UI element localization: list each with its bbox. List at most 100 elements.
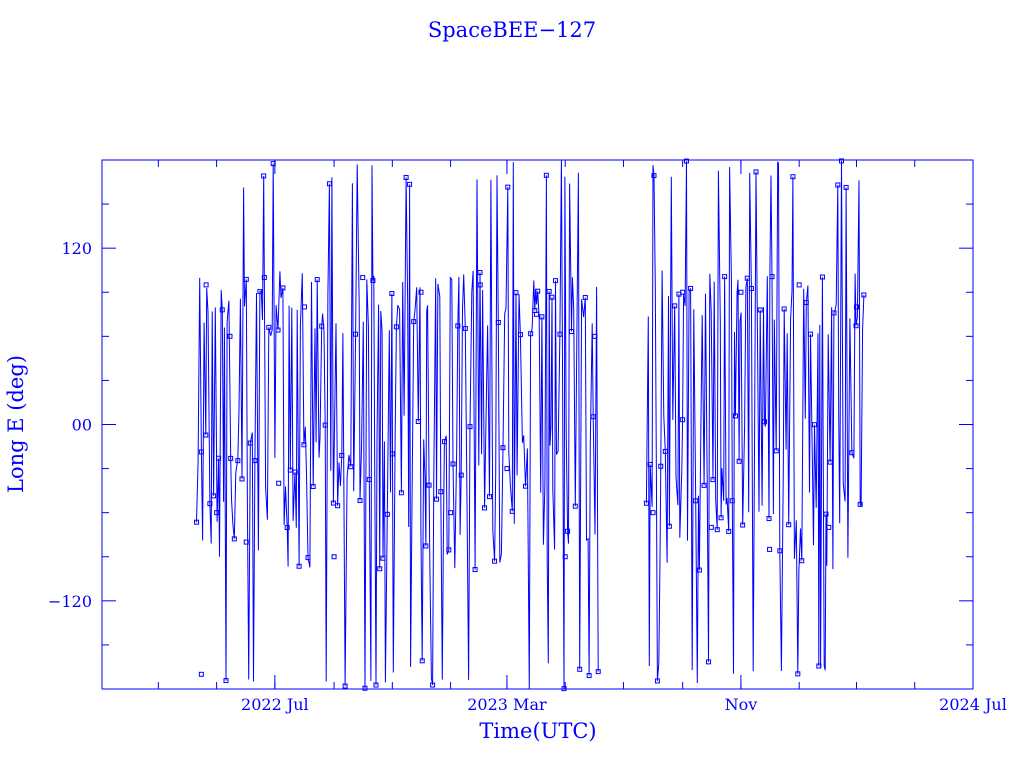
y-axis-label: Long E (deg) bbox=[4, 355, 28, 493]
data-point-marker bbox=[280, 285, 286, 291]
data-point-marker bbox=[790, 174, 796, 180]
data-point-marker bbox=[736, 458, 742, 464]
data-point-marker bbox=[261, 173, 267, 179]
data-point-marker bbox=[482, 505, 488, 511]
data-point-marker bbox=[398, 490, 404, 496]
data-point-marker bbox=[643, 500, 649, 506]
data-point-marker bbox=[319, 323, 325, 329]
data-point-marker bbox=[207, 501, 213, 507]
data-point-marker bbox=[701, 482, 707, 488]
data-point bbox=[214, 510, 220, 516]
data-point-marker bbox=[430, 682, 436, 688]
data-point-marker bbox=[301, 442, 307, 448]
x-axis-label: Time(UTC) bbox=[479, 719, 596, 743]
data-point-marker bbox=[651, 173, 657, 179]
data-point bbox=[418, 289, 424, 295]
data-point-marker bbox=[853, 323, 859, 329]
y-tick-label: 120 bbox=[61, 239, 92, 258]
data-point-marker bbox=[407, 181, 413, 187]
data-point-marker bbox=[438, 489, 444, 495]
data-point-marker bbox=[777, 548, 783, 554]
data-point-marker bbox=[769, 274, 775, 280]
data-point-marker bbox=[857, 501, 863, 507]
data-point-marker bbox=[823, 511, 829, 517]
data-point-marker bbox=[849, 450, 855, 456]
data-point-marker bbox=[523, 483, 529, 489]
data-point-marker bbox=[740, 522, 746, 528]
data-point bbox=[227, 333, 233, 339]
data-point-marker bbox=[795, 671, 801, 677]
data-point-marker bbox=[441, 439, 447, 445]
data-point-marker bbox=[838, 158, 844, 164]
data-point-marker bbox=[450, 461, 456, 467]
data-point-marker bbox=[462, 326, 468, 332]
data-point-marker bbox=[211, 493, 217, 499]
data-point-marker bbox=[296, 563, 302, 569]
data-point bbox=[592, 333, 598, 339]
data-point-marker bbox=[219, 307, 225, 313]
data-point bbox=[650, 510, 656, 516]
data-point-marker bbox=[781, 306, 787, 312]
data-point bbox=[680, 289, 686, 295]
data-point-marker bbox=[672, 303, 678, 309]
data-point-marker bbox=[247, 440, 253, 446]
data-point-marker bbox=[761, 419, 767, 425]
data-point-marker bbox=[827, 459, 833, 465]
data-point-marker bbox=[654, 678, 660, 684]
data-point-marker bbox=[455, 323, 461, 329]
data-point-marker bbox=[348, 464, 354, 470]
data-point-marker bbox=[753, 169, 759, 175]
chart-title: SpaceBEE−127 bbox=[428, 18, 596, 42]
data-point-marker bbox=[582, 294, 588, 300]
data-point bbox=[562, 554, 568, 560]
data-point-marker bbox=[535, 288, 541, 294]
data-point-marker bbox=[415, 419, 421, 425]
data-point-marker bbox=[505, 184, 511, 190]
data-point-marker bbox=[831, 310, 837, 316]
data-point-marker bbox=[718, 515, 724, 521]
data-point bbox=[389, 451, 395, 457]
data-point-marker bbox=[403, 174, 409, 180]
data-point-marker bbox=[773, 448, 779, 454]
data-point-marker bbox=[266, 324, 272, 330]
data-point-marker bbox=[577, 666, 583, 672]
data-point-marker bbox=[330, 500, 336, 506]
data-point-marker bbox=[565, 528, 571, 534]
data-point-marker bbox=[552, 278, 558, 284]
data-point bbox=[708, 524, 714, 530]
data-point-marker bbox=[357, 498, 363, 504]
data-point-marker bbox=[748, 286, 754, 292]
data-point-marker bbox=[808, 331, 814, 337]
data-point-marker bbox=[377, 566, 383, 572]
data-point-marker bbox=[647, 461, 653, 467]
data-point bbox=[301, 304, 307, 310]
data-point-marker bbox=[549, 294, 555, 300]
data-point-marker bbox=[314, 277, 320, 283]
data-point bbox=[477, 282, 483, 288]
data-point-marker bbox=[586, 673, 592, 679]
data-point-marker bbox=[680, 417, 686, 423]
data-point-marker bbox=[546, 288, 552, 294]
data-point-marker bbox=[292, 469, 298, 475]
data-point-marker bbox=[786, 522, 792, 528]
data-point-marker bbox=[812, 422, 818, 428]
ticks: −120 00 120 2022 Jul 2023 Mar Nov 2024 Jul bbox=[48, 160, 1007, 714]
data-point-marker bbox=[384, 511, 390, 517]
data-point-marker bbox=[799, 558, 805, 564]
data-point-marker bbox=[467, 424, 473, 430]
data-point-marker bbox=[688, 285, 694, 291]
data-point-marker bbox=[595, 669, 601, 675]
data-point-marker bbox=[722, 274, 728, 280]
data-point-marker bbox=[216, 455, 222, 461]
data-point-marker bbox=[513, 290, 519, 296]
y-tick-label: 00 bbox=[72, 416, 92, 435]
data-point-marker bbox=[517, 332, 523, 338]
data-point-marker bbox=[803, 300, 809, 306]
data-point bbox=[331, 554, 337, 560]
data-point-marker bbox=[287, 467, 293, 473]
data-point-marker bbox=[310, 483, 316, 489]
data-point bbox=[504, 466, 510, 472]
data-point-marker bbox=[228, 455, 234, 461]
data-point-marker bbox=[243, 276, 249, 282]
